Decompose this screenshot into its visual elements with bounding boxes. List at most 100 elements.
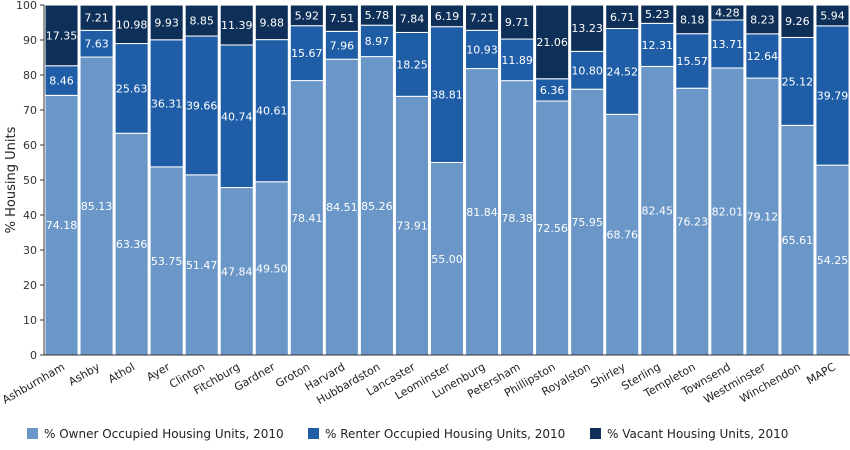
bar-segment-0-1 [79, 56, 114, 356]
legend-swatch [308, 428, 319, 439]
data-label: 82.45 [642, 205, 674, 218]
bar-segment-1-5 [219, 44, 254, 189]
bar-segment-2-13 [500, 4, 535, 40]
bar-segment-2-4 [184, 4, 219, 37]
category-label: Ashburnham [0, 360, 67, 406]
category-label: Ashby [66, 360, 102, 388]
y-tick-label: 10 [23, 314, 37, 327]
bar-segment-0-0 [44, 94, 79, 356]
bar-segment-1-19 [710, 19, 745, 69]
data-label: 7.84 [400, 13, 425, 26]
bar-segment-2-12 [465, 4, 500, 31]
y-tick-label: 40 [23, 209, 37, 222]
bar-segment-2-2 [114, 4, 149, 45]
data-label: 7.51 [330, 12, 355, 25]
data-label: 63.36 [116, 238, 148, 251]
bar-segment-0-6 [254, 181, 289, 356]
data-label: 8.46 [49, 75, 74, 88]
category-labels-layer: Ashburnham Ashby Athol AyerClintonFitchburg… [0, 360, 838, 407]
data-label: 53.75 [151, 255, 183, 268]
data-label: 85.13 [81, 200, 113, 213]
data-label: 76.23 [677, 216, 709, 229]
bar-segment-2-14 [535, 4, 570, 80]
data-label: 7.96 [330, 39, 355, 52]
data-label: 5.94 [820, 9, 845, 22]
bar-segment-2-8 [324, 4, 359, 32]
legend-label: % Renter Occupied Housing Units, 2010 [325, 427, 565, 441]
data-label: 15.67 [291, 47, 323, 60]
bar-segment-2-1 [79, 4, 114, 31]
bar-segment-1-10 [394, 31, 429, 97]
axes-layer: 0 10 20 30 40 50 60 70 80 90 100 [16, 0, 850, 362]
data-label: 72.56 [536, 222, 568, 235]
bar-segment-2-21 [780, 4, 815, 38]
y-tick-label: 80 [23, 69, 37, 82]
data-label: 18.25 [396, 58, 428, 71]
category-label: Athol [106, 360, 137, 385]
bar-segment-2-7 [289, 4, 324, 27]
data-label: 6.19 [435, 10, 460, 23]
data-label: 9.71 [505, 16, 530, 29]
data-label: 40.61 [256, 105, 288, 118]
bar-segment-2-0 [44, 4, 79, 67]
data-labels-layer: 74.18 8.46 17.35 85.13 7.63 7.21 63.36 25.63 10.… [46, 6, 848, 278]
bar-segment-0-3 [149, 166, 184, 356]
data-label: 7.63 [84, 38, 109, 51]
bar-segment-2-19 [710, 4, 745, 21]
data-label: 10.98 [116, 18, 148, 31]
bar-segment-0-15 [570, 88, 605, 356]
data-label: 8.18 [680, 13, 705, 26]
data-label: 81.84 [466, 206, 498, 219]
y-tick-label: 90 [23, 34, 37, 47]
bar-segment-0-20 [745, 77, 780, 356]
bar-segment-1-6 [254, 39, 289, 183]
legend: % Owner Occupied Housing Units, 2010 % Re… [27, 427, 788, 441]
data-label: 73.91 [396, 220, 428, 233]
data-label: 79.12 [747, 211, 779, 224]
data-label: 10.80 [571, 64, 603, 77]
data-label: 15.57 [677, 55, 709, 68]
data-label: 8.85 [189, 15, 214, 28]
data-label: 39.66 [186, 99, 218, 112]
data-label: 7.21 [84, 12, 109, 25]
bar-segment-0-21 [780, 124, 815, 356]
data-label: 5.92 [295, 9, 320, 22]
bar-segment-0-11 [429, 162, 465, 356]
data-label: 78.41 [291, 212, 323, 225]
bar-segment-0-18 [675, 87, 710, 356]
data-label: 38.81 [431, 89, 463, 102]
legend-label: % Owner Occupied Housing Units, 2010 [44, 427, 284, 441]
y-axis-title: % Housing Units [4, 126, 19, 233]
bar-segment-1-16 [605, 28, 640, 115]
bar-segment-2-11 [429, 4, 465, 28]
data-label: 82.01 [712, 205, 744, 218]
data-label: 10.93 [466, 43, 498, 56]
bars-layer [44, 4, 850, 356]
data-label: 11.89 [501, 54, 533, 67]
y-tick-label: 0 [30, 349, 37, 362]
data-label: 25.63 [116, 82, 148, 95]
bar-segment-2-20 [745, 4, 780, 35]
legend-swatch [590, 428, 601, 439]
bar-segment-2-16 [605, 4, 640, 30]
bar-segment-1-0 [44, 65, 79, 96]
data-label: 9.26 [785, 15, 810, 28]
data-label: 12.31 [642, 39, 674, 52]
bar-segment-1-21 [780, 36, 815, 126]
data-label: 9.93 [154, 16, 179, 29]
y-tick-label: 60 [23, 139, 37, 152]
bar-segment-2-5 [219, 4, 254, 46]
data-label: 39.79 [817, 89, 849, 102]
data-label: 78.38 [501, 212, 533, 225]
y-tick-label: 30 [23, 244, 37, 257]
bar-segment-1-7 [289, 25, 324, 82]
bar-segment-1-12 [465, 29, 500, 70]
data-label: 74.18 [46, 219, 78, 232]
bar-segment-1-9 [359, 24, 394, 58]
data-label: 13.71 [712, 38, 744, 51]
data-label: 85.26 [361, 200, 393, 213]
bar-segment-0-17 [640, 65, 675, 356]
bar-segment-2-22 [815, 4, 850, 27]
data-label: 17.35 [46, 29, 78, 42]
